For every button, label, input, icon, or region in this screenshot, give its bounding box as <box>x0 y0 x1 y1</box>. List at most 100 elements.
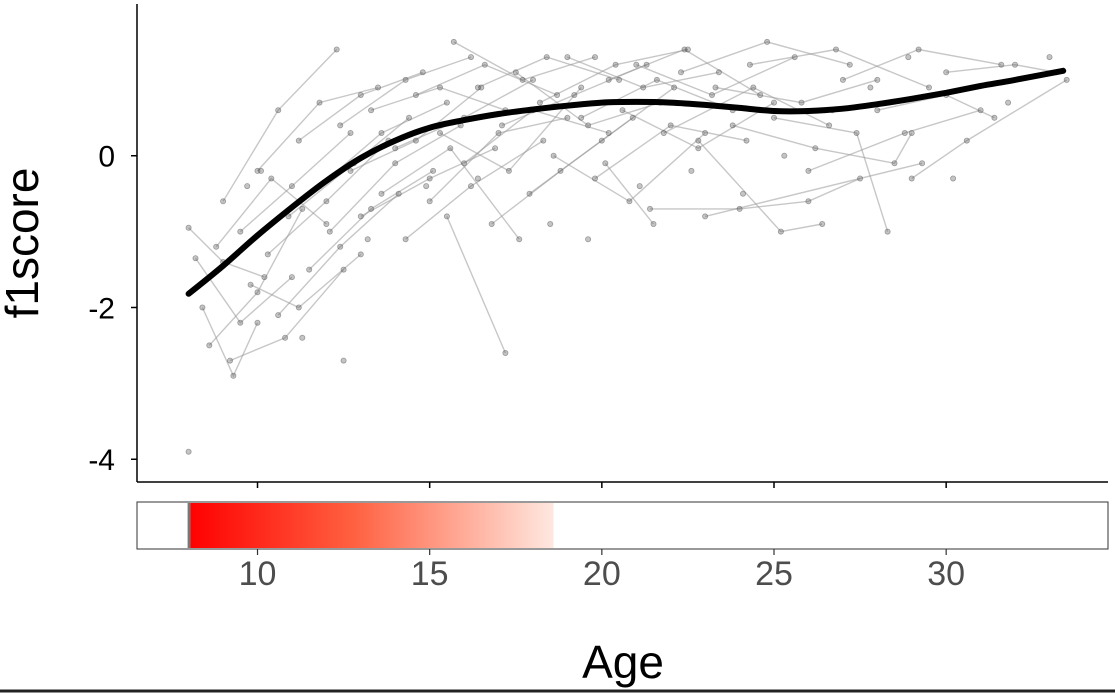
data-point <box>853 129 860 136</box>
data-point <box>647 205 654 212</box>
data-point <box>884 228 891 235</box>
data-point <box>474 175 481 182</box>
trajectory-line <box>842 48 1002 81</box>
colorbar-gradient <box>188 503 554 548</box>
data-point <box>230 372 237 379</box>
data-point <box>678 69 685 76</box>
data-point <box>991 114 998 121</box>
data-point <box>378 190 385 197</box>
x-axis <box>137 481 1108 488</box>
trajectory-line <box>222 49 338 202</box>
data-point <box>299 334 306 341</box>
data-point <box>636 183 643 190</box>
data-point <box>908 129 915 136</box>
trajectory-line <box>339 56 472 126</box>
y-ticks: 0 -2 -4 <box>88 141 137 477</box>
data-point <box>299 205 306 212</box>
x-tick-label: 20 <box>583 555 621 593</box>
data-point <box>526 190 533 197</box>
x-tick-label: 30 <box>927 555 965 593</box>
data-point <box>702 213 709 220</box>
trajectory-line <box>622 102 775 149</box>
trajectory-line <box>250 253 362 309</box>
plot-panel <box>185 38 1070 455</box>
data-point <box>764 38 771 45</box>
data-point <box>498 122 505 129</box>
data-point <box>715 69 722 76</box>
data-point <box>288 183 295 190</box>
trajectory-line <box>229 269 345 362</box>
trajectory-line <box>773 117 889 232</box>
y-tick-label: -2 <box>88 292 115 325</box>
data-point <box>412 92 419 99</box>
data-point <box>695 137 702 144</box>
data-point <box>247 281 254 288</box>
data-point <box>492 145 499 152</box>
data-point <box>450 38 457 45</box>
data-point <box>612 61 619 68</box>
data-point <box>943 69 950 76</box>
data-point <box>564 114 571 121</box>
trajectory-line <box>650 177 861 210</box>
data-point <box>585 236 592 243</box>
data-point <box>629 114 636 121</box>
data-point <box>333 46 340 53</box>
data-point <box>554 92 561 99</box>
x-ticks-top <box>256 482 947 488</box>
x-tick-label: 15 <box>411 555 449 593</box>
data-point <box>374 84 381 91</box>
trajectory-line <box>429 117 568 202</box>
trajectory-line <box>529 86 675 195</box>
x-tick-label: 10 <box>239 555 277 593</box>
data-point <box>244 183 251 190</box>
data-point <box>977 107 984 114</box>
data-point <box>1012 61 1019 68</box>
data-point <box>443 99 450 106</box>
trajectory-line <box>405 140 544 240</box>
colorbar-start-edge <box>187 503 191 548</box>
data-point <box>378 129 385 136</box>
data-point <box>261 274 268 281</box>
trajectory-line <box>277 193 400 316</box>
data-point <box>963 137 970 144</box>
data-point <box>578 114 585 121</box>
data-point <box>237 319 244 326</box>
trajectory-line <box>680 41 850 73</box>
trajectory-line <box>877 94 995 119</box>
data-point <box>516 236 523 243</box>
trajectory-line <box>370 86 506 111</box>
data-point <box>743 137 750 144</box>
smooth-trend-line <box>185 67 1067 297</box>
data-point <box>791 54 798 61</box>
data-point <box>740 190 747 197</box>
data-point <box>926 84 933 91</box>
trajectory-line <box>477 56 620 89</box>
data-point <box>282 334 289 341</box>
trajectory-line <box>608 48 761 96</box>
data-point <box>295 304 302 311</box>
data-point <box>543 54 550 61</box>
trajectory-line <box>201 307 259 378</box>
data-point <box>585 122 592 129</box>
data-point <box>867 84 874 91</box>
y-axis: 0 -2 -4 <box>88 4 138 482</box>
data-point <box>781 152 788 159</box>
data-point <box>819 220 826 227</box>
data-point <box>777 228 784 235</box>
data-point <box>915 46 922 53</box>
data-point <box>564 54 571 61</box>
data-point <box>505 167 512 174</box>
data-point <box>771 99 778 106</box>
y-axis-title: f1score <box>0 168 48 319</box>
data-point <box>550 152 557 159</box>
data-point <box>502 349 509 356</box>
data-point <box>616 76 623 83</box>
data-points <box>185 38 1070 455</box>
data-point <box>392 160 399 167</box>
data-point <box>368 107 375 114</box>
data-point <box>423 183 430 190</box>
data-point <box>213 243 220 250</box>
data-point <box>771 114 778 121</box>
trajectory-line <box>808 109 981 172</box>
data-point <box>405 114 412 121</box>
